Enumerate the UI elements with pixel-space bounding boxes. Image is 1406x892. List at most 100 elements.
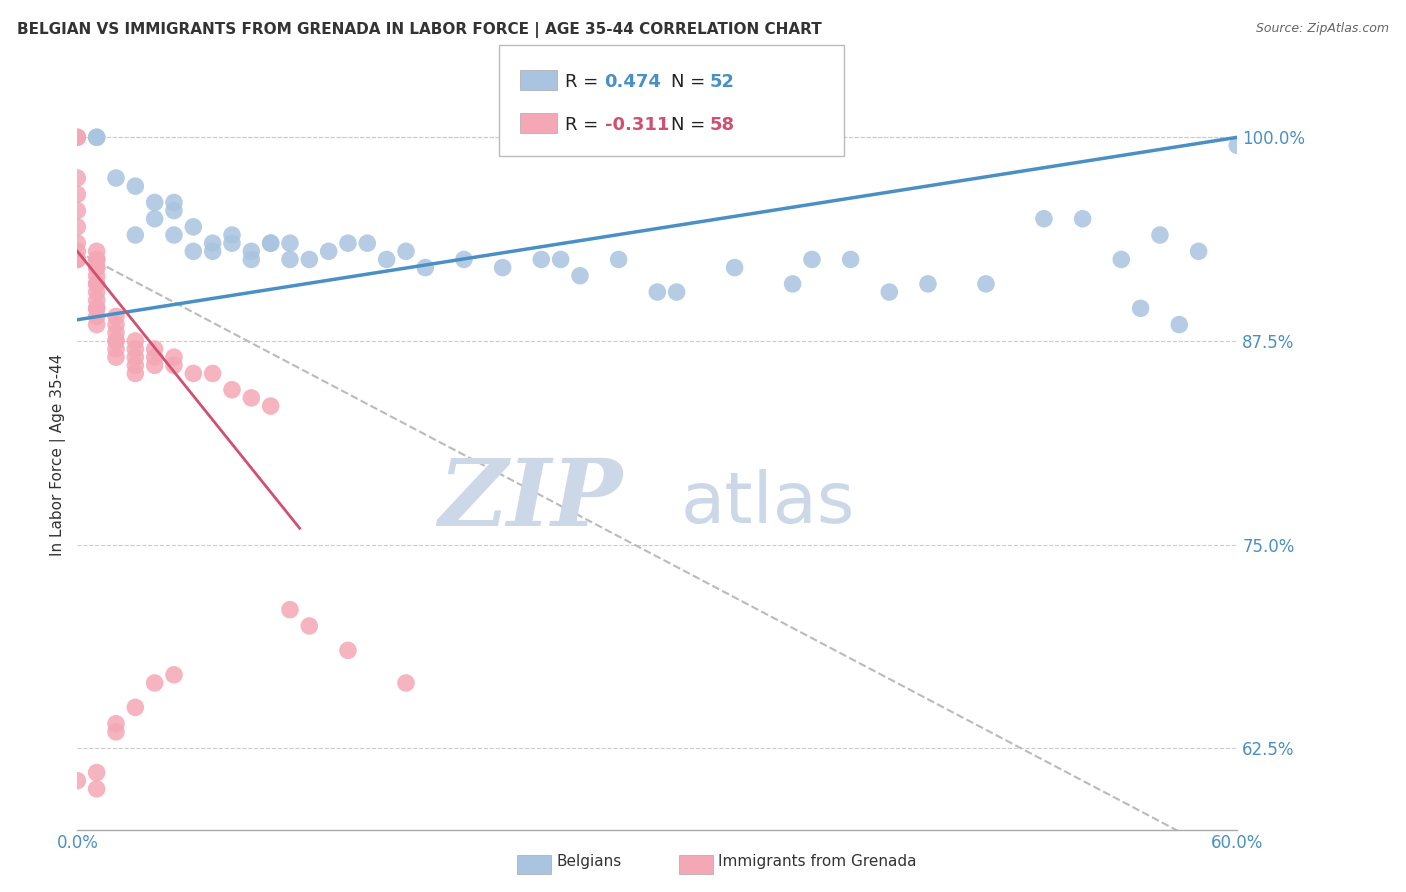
Point xyxy=(143,676,166,690)
Text: atlas: atlas xyxy=(681,469,855,538)
Point xyxy=(66,171,89,186)
Point xyxy=(782,277,804,291)
Point xyxy=(105,171,127,186)
Point xyxy=(724,260,747,275)
Point xyxy=(278,252,301,267)
Text: Source: ZipAtlas.com: Source: ZipAtlas.com xyxy=(1256,22,1389,36)
Point xyxy=(298,619,321,633)
Point xyxy=(86,310,108,324)
Point xyxy=(801,252,824,267)
Point xyxy=(143,211,166,226)
Y-axis label: In Labor Force | Age 35-44: In Labor Force | Age 35-44 xyxy=(51,354,66,556)
Point xyxy=(492,260,515,275)
Point xyxy=(105,310,127,324)
Point xyxy=(66,244,89,259)
Point xyxy=(318,244,340,259)
Point xyxy=(201,367,224,381)
Point xyxy=(105,318,127,332)
Point xyxy=(647,285,669,299)
Point xyxy=(86,260,108,275)
Point xyxy=(839,252,862,267)
Text: 58: 58 xyxy=(710,116,735,134)
Text: Belgians: Belgians xyxy=(557,855,621,869)
Point xyxy=(163,195,186,210)
Point xyxy=(163,203,186,218)
Point xyxy=(260,236,283,251)
Point xyxy=(221,227,243,242)
Point xyxy=(607,252,630,267)
Point xyxy=(278,236,301,251)
Point xyxy=(86,277,108,291)
Point xyxy=(298,252,321,267)
Point xyxy=(124,359,146,373)
Text: 52: 52 xyxy=(710,73,735,91)
Point xyxy=(105,716,127,731)
Point xyxy=(66,219,89,234)
Point xyxy=(1129,301,1152,316)
Point xyxy=(1187,244,1209,259)
Point xyxy=(183,367,205,381)
Point xyxy=(163,227,186,242)
Point xyxy=(1226,138,1249,153)
Point xyxy=(105,334,127,348)
Point xyxy=(86,301,108,316)
Point xyxy=(86,130,108,145)
Text: ZIP: ZIP xyxy=(439,455,623,545)
Point xyxy=(550,252,572,267)
Point xyxy=(221,383,243,397)
Point xyxy=(105,724,127,739)
Text: N =: N = xyxy=(671,116,710,134)
Point xyxy=(124,227,146,242)
Point xyxy=(143,350,166,364)
Point xyxy=(974,277,997,291)
Point xyxy=(124,350,146,364)
Point xyxy=(395,676,418,690)
Point xyxy=(221,236,243,251)
Point xyxy=(356,236,378,251)
Point xyxy=(66,187,89,202)
Point xyxy=(877,285,901,299)
Point xyxy=(1033,211,1056,226)
Point xyxy=(124,700,146,714)
Point xyxy=(260,399,283,413)
Point xyxy=(86,252,108,267)
Point xyxy=(66,203,89,218)
Point xyxy=(1111,252,1133,267)
Point xyxy=(124,179,146,194)
Point xyxy=(1071,211,1094,226)
Point xyxy=(66,773,89,788)
Text: BELGIAN VS IMMIGRANTS FROM GRENADA IN LABOR FORCE | AGE 35-44 CORRELATION CHART: BELGIAN VS IMMIGRANTS FROM GRENADA IN LA… xyxy=(17,22,821,38)
Point xyxy=(665,285,688,299)
Point xyxy=(86,765,108,780)
Point xyxy=(163,359,186,373)
Text: 0.474: 0.474 xyxy=(605,73,661,91)
Point xyxy=(105,350,127,364)
Point xyxy=(124,367,146,381)
Point xyxy=(86,130,108,145)
Point xyxy=(1168,318,1191,332)
Text: R =: R = xyxy=(565,73,605,91)
Point xyxy=(143,195,166,210)
Point xyxy=(66,252,89,267)
Point xyxy=(86,301,108,316)
Point xyxy=(201,244,224,259)
Point xyxy=(143,342,166,356)
Point xyxy=(124,342,146,356)
Point xyxy=(413,260,436,275)
Point xyxy=(86,252,108,267)
Point xyxy=(86,318,108,332)
Point xyxy=(337,643,360,657)
Text: N =: N = xyxy=(671,73,710,91)
Point xyxy=(530,252,553,267)
Point xyxy=(105,326,127,340)
Point xyxy=(917,277,939,291)
Point xyxy=(163,350,186,364)
Text: -0.311: -0.311 xyxy=(605,116,669,134)
Point xyxy=(105,342,127,356)
Point xyxy=(86,285,108,299)
Point xyxy=(395,244,418,259)
Point xyxy=(66,130,89,145)
Point xyxy=(240,252,263,267)
Point xyxy=(163,668,186,682)
Point xyxy=(86,277,108,291)
